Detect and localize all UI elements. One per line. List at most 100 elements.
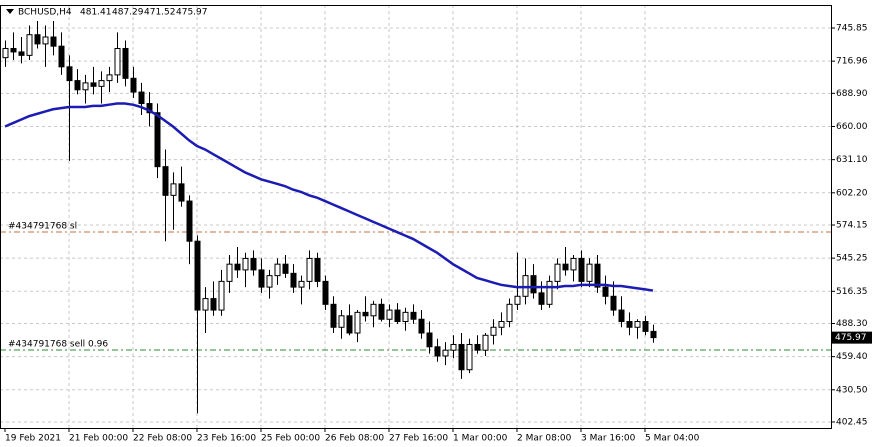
order-label: #434791768 sell 0.96 bbox=[8, 339, 108, 349]
candle-body bbox=[354, 311, 361, 334]
candle-body bbox=[218, 280, 225, 311]
candle-body bbox=[130, 77, 137, 93]
candle-body bbox=[386, 309, 393, 320]
candle-body bbox=[474, 343, 481, 351]
candle-body bbox=[634, 321, 641, 328]
candle-body bbox=[290, 272, 297, 288]
candle-body bbox=[538, 292, 545, 305]
x-tick-label: 19 Feb 2021 bbox=[5, 434, 61, 444]
candle-body bbox=[378, 303, 385, 320]
candle-body bbox=[338, 315, 345, 328]
candle-body bbox=[162, 166, 169, 196]
menu-triangle[interactable] bbox=[6, 9, 14, 14]
candle-body bbox=[266, 275, 273, 288]
candle-body bbox=[234, 263, 241, 271]
y-tick-label: 602.20 bbox=[836, 188, 868, 198]
plot: #434791768 sl #434791768 sell 0.96 bbox=[0, 20, 831, 414]
candle-body bbox=[586, 263, 593, 282]
candle-body bbox=[58, 45, 65, 68]
candle-body bbox=[626, 321, 633, 328]
candle-body bbox=[90, 82, 97, 87]
candle-body bbox=[26, 34, 33, 56]
candle-body bbox=[298, 280, 305, 288]
candle-body bbox=[50, 36, 57, 47]
candle-body bbox=[306, 257, 313, 282]
y-tick-label: 402.45 bbox=[836, 417, 868, 427]
symbol-title: BCHUSD,H4 bbox=[18, 8, 72, 18]
candle-body bbox=[594, 263, 601, 288]
candle-body bbox=[250, 257, 257, 271]
candle-body bbox=[170, 183, 177, 196]
x-tick-label: 23 Feb 16:00 bbox=[197, 434, 256, 444]
candle-body bbox=[506, 303, 513, 323]
y-tick-label: 545.25 bbox=[836, 254, 868, 264]
x-tick-label: 21 Feb 00:00 bbox=[69, 434, 128, 444]
moving-average bbox=[4, 102, 654, 292]
candle-body bbox=[10, 47, 17, 53]
candle-body bbox=[514, 295, 521, 305]
y-tick-label: 488.30 bbox=[836, 319, 868, 329]
candle-body bbox=[186, 200, 193, 242]
candle-body bbox=[66, 66, 73, 82]
price-tag-label: 475.97 bbox=[835, 333, 867, 343]
header-close: 475.97 bbox=[176, 8, 208, 18]
candle-body bbox=[498, 321, 505, 328]
grid bbox=[0, 5, 831, 428]
candle-body bbox=[362, 311, 369, 317]
candle-body bbox=[226, 263, 233, 282]
candle-body bbox=[618, 309, 625, 323]
candle-body bbox=[434, 346, 441, 357]
candle-body bbox=[530, 275, 537, 294]
candle-body bbox=[322, 280, 329, 305]
candle-body bbox=[482, 334, 489, 351]
candle-body bbox=[570, 257, 577, 271]
x-tick-label: 26 Feb 08:00 bbox=[325, 434, 384, 444]
candle-body bbox=[242, 257, 249, 271]
price-tag bbox=[832, 331, 872, 344]
candle-body bbox=[122, 47, 129, 79]
x-tick-label: 1 Mar 00:00 bbox=[453, 434, 508, 444]
candle-body bbox=[210, 298, 217, 311]
y-tick-label: 660.00 bbox=[836, 122, 868, 132]
y-tick-label: 716.96 bbox=[836, 57, 868, 67]
x-tick-label: 3 Mar 16:00 bbox=[581, 434, 636, 444]
y-tick-label: 459.40 bbox=[836, 352, 868, 362]
x-tick-label: 2 Mar 08:00 bbox=[517, 434, 572, 444]
candle-body bbox=[42, 36, 49, 45]
y-tick-label: 631.10 bbox=[836, 155, 868, 165]
candle-body bbox=[314, 257, 321, 282]
candle-body bbox=[106, 74, 113, 82]
candle-body bbox=[442, 349, 449, 357]
header-high: 487.29 bbox=[112, 8, 144, 18]
candle-body bbox=[402, 311, 409, 323]
candle-body bbox=[98, 80, 105, 87]
candle-body bbox=[194, 240, 201, 311]
candle-body bbox=[546, 280, 553, 305]
x-tick-label: 25 Feb 00:00 bbox=[261, 434, 320, 444]
candle-body bbox=[642, 321, 649, 332]
candle-body bbox=[554, 263, 561, 282]
y-tick-label: 688.90 bbox=[836, 89, 868, 99]
y-tick-label: 574.15 bbox=[836, 220, 868, 230]
candle-body bbox=[202, 298, 209, 311]
candle-body bbox=[426, 332, 433, 348]
candle-body bbox=[602, 286, 609, 297]
candle-body bbox=[418, 318, 425, 334]
y-tick-label: 516.35 bbox=[836, 287, 868, 297]
plot-border bbox=[0, 5, 832, 429]
candle-body bbox=[410, 311, 417, 320]
candle-body bbox=[114, 47, 121, 76]
x-tick-label: 22 Feb 08:00 bbox=[133, 434, 192, 444]
x-tick-label: 5 Mar 04:00 bbox=[645, 434, 700, 444]
candle-body bbox=[154, 112, 161, 168]
candle-body bbox=[562, 263, 569, 271]
candle-body bbox=[394, 309, 401, 323]
candle-body bbox=[490, 326, 497, 336]
candle-body bbox=[578, 257, 585, 282]
candle-body bbox=[610, 295, 617, 311]
order-label: #434791768 sl bbox=[8, 222, 77, 232]
candle-body bbox=[138, 91, 145, 105]
candle-body bbox=[458, 343, 465, 371]
header-open: 481.41 bbox=[80, 8, 112, 18]
